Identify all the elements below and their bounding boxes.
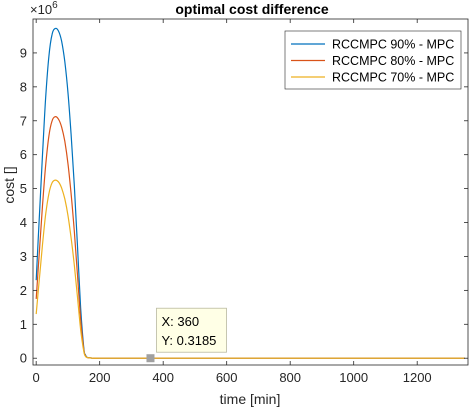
- y-tick-label: 3: [20, 249, 27, 264]
- y-tick-label: 8: [20, 79, 27, 94]
- legend-label-3: RCCMPC 70% - MPC: [332, 71, 454, 85]
- y-tick-label: 4: [20, 215, 27, 230]
- series-line-3: [35, 179, 465, 359]
- legend-label-2: RCCMPC 80% - MPC: [332, 54, 454, 68]
- legend-entries: RCCMPC 90% - MPC RCCMPC 80% - MPC RCCMPC 7…: [291, 38, 454, 85]
- x-ticks: 0 200 400 600 800 1000 1200: [33, 19, 432, 385]
- x-axis-label: time [min]: [220, 391, 281, 407]
- y-axis-label: cost []: [1, 166, 17, 203]
- y-multiplier-base: ×10: [30, 2, 52, 17]
- y-tick-label: 9: [20, 45, 27, 60]
- datatip-box: [156, 307, 227, 353]
- datatip[interactable]: X: 360 Y: 0.3185: [146, 307, 227, 363]
- series-layer: [35, 27, 465, 359]
- y-multiplier-label: ×106: [30, 0, 58, 17]
- y-tick-label: 6: [20, 147, 27, 162]
- chart-title: optimal cost difference: [175, 1, 328, 17]
- legend-label-1: RCCMPC 90% - MPC: [332, 38, 454, 52]
- x-tick-label: 0: [33, 370, 40, 385]
- y-tick-label: 2: [20, 283, 27, 298]
- datatip-y: Y: 0.3185: [161, 333, 216, 348]
- y-tick-label: 7: [20, 113, 27, 128]
- datatip-x: X: 360: [161, 314, 199, 329]
- legend: RCCMPC 90% - MPC RCCMPC 80% - MPC RCCMPC 7…: [284, 30, 462, 90]
- x-tick-label: 800: [279, 370, 301, 385]
- x-tick-label: 1000: [339, 370, 368, 385]
- y-multiplier-exponent: 6: [52, 0, 58, 11]
- x-tick-label: 200: [89, 370, 111, 385]
- x-tick-label: 600: [216, 370, 238, 385]
- x-tick-label: 400: [152, 370, 174, 385]
- y-tick-label: 5: [20, 181, 27, 196]
- y-tick-label: 1: [20, 317, 27, 332]
- y-ticks: 0 1 2 3 4 5 6 7 8 9: [20, 45, 468, 366]
- y-tick-label: 0: [20, 351, 27, 366]
- datatip-marker[interactable]: [146, 354, 155, 363]
- x-tick-label: 1200: [403, 370, 432, 385]
